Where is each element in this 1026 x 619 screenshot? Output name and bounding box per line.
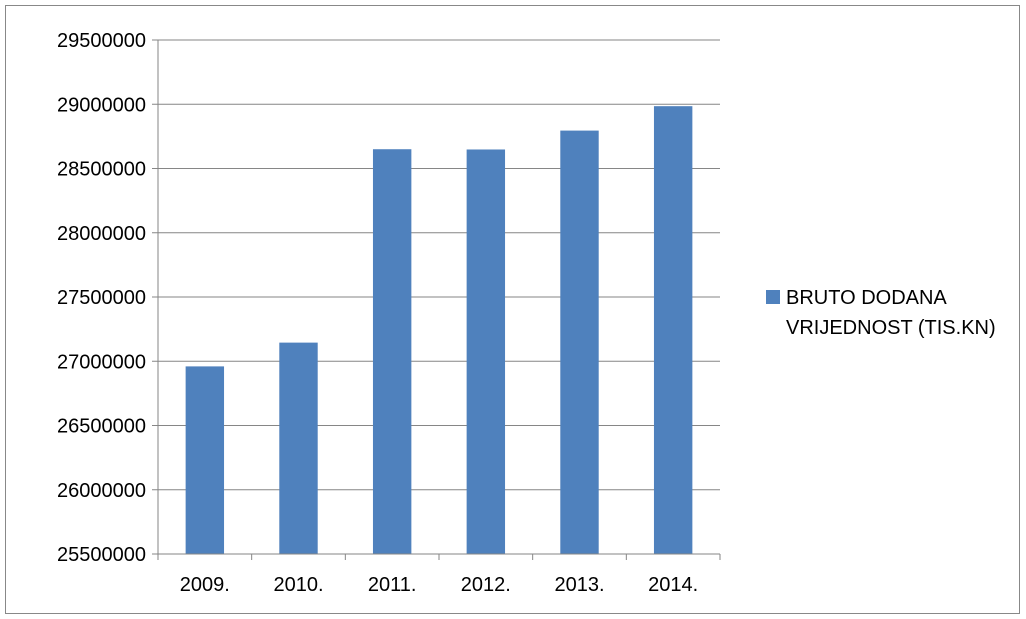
y-tick-label: 29500000 — [57, 30, 146, 52]
legend-label-line-1: BRUTO DODANA — [786, 287, 947, 309]
bar — [279, 342, 318, 554]
chart-frame — [5, 5, 1020, 614]
bar — [653, 106, 693, 555]
legend-swatch — [766, 290, 780, 304]
x-tick-label: 2012. — [461, 574, 511, 596]
axes — [157, 40, 721, 560]
y-axis-tick-labels: 25500000 26000000 26500000 27000000 27500000… — [57, 30, 146, 566]
y-tick-label: 26500000 — [57, 416, 146, 438]
x-tick-label: 2010. — [273, 574, 323, 596]
y-tick-label: 27000000 — [57, 351, 146, 373]
x-tick-label: 2014. — [648, 574, 698, 596]
x-tick-label: 2009. — [180, 574, 230, 596]
y-tick-label: 27500000 — [57, 287, 146, 309]
y-tick-label: 28000000 — [57, 223, 146, 245]
y-tick-label: 25500000 — [57, 544, 146, 566]
bar — [466, 149, 506, 554]
x-axis-tick-labels: 2009. 2010. 2011. 2012. 2013. 2014. — [180, 574, 698, 596]
bars — [185, 106, 693, 555]
y-tick-label: 28500000 — [57, 159, 146, 181]
legend-label-line-2: VRIJEDNOST (TIS.KN) — [786, 317, 996, 339]
bar — [372, 149, 412, 554]
x-tick-label: 2013. — [554, 574, 604, 596]
y-tick-label: 29000000 — [57, 94, 146, 116]
gridlines — [152, 39, 720, 555]
bar — [560, 130, 599, 554]
bar — [185, 366, 225, 554]
y-tick-label: 26000000 — [57, 480, 146, 502]
legend: BRUTO DODANA VRIJEDNOST (TIS.KN) — [766, 287, 996, 339]
x-tick-label: 2011. — [368, 574, 417, 596]
